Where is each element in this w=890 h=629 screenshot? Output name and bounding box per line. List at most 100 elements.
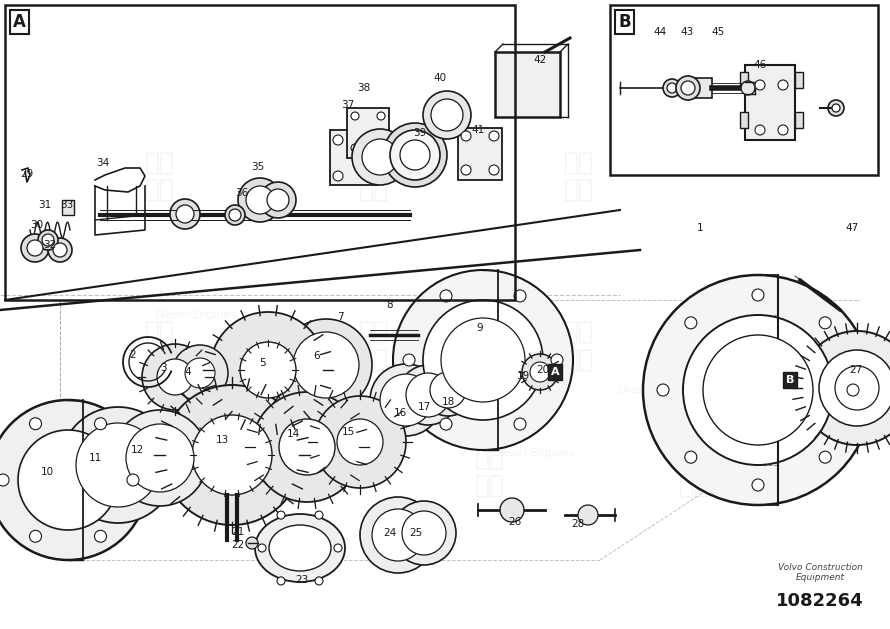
- Bar: [795, 72, 803, 88]
- Bar: [745, 65, 795, 140]
- Circle shape: [360, 497, 436, 573]
- Text: 13: 13: [215, 435, 229, 445]
- Text: 38: 38: [358, 83, 370, 93]
- Circle shape: [514, 290, 526, 302]
- Circle shape: [390, 130, 440, 180]
- Circle shape: [38, 230, 58, 250]
- Text: 39: 39: [413, 128, 426, 138]
- Circle shape: [530, 362, 550, 382]
- Circle shape: [514, 418, 526, 430]
- Text: 紫发
动力: 紫发 动力: [145, 150, 175, 202]
- Circle shape: [406, 373, 450, 417]
- Circle shape: [392, 501, 456, 565]
- Text: 2: 2: [130, 350, 136, 360]
- Text: Diesel-Engines: Diesel-Engines: [155, 309, 237, 320]
- Circle shape: [48, 238, 72, 262]
- Text: 24: 24: [384, 528, 397, 538]
- Circle shape: [352, 129, 408, 185]
- Text: Diesel-Engines: Diesel-Engines: [618, 385, 700, 395]
- Circle shape: [170, 199, 200, 229]
- Circle shape: [27, 240, 43, 256]
- Text: 23: 23: [295, 575, 309, 585]
- Circle shape: [246, 537, 258, 549]
- Circle shape: [333, 135, 343, 145]
- Text: 27: 27: [849, 365, 862, 375]
- Circle shape: [258, 544, 266, 552]
- Circle shape: [267, 189, 289, 211]
- Circle shape: [667, 83, 677, 93]
- Bar: [330, 130, 378, 185]
- Text: 紫发
动力: 紫发 动力: [563, 320, 594, 372]
- Text: 11: 11: [88, 453, 101, 463]
- Text: 41: 41: [472, 125, 485, 135]
- Circle shape: [755, 80, 765, 90]
- Circle shape: [755, 125, 765, 135]
- Text: 15: 15: [342, 427, 354, 437]
- Circle shape: [819, 451, 831, 463]
- Text: 30: 30: [30, 220, 44, 230]
- Text: 28: 28: [571, 519, 585, 529]
- Text: 29: 29: [20, 169, 34, 179]
- Circle shape: [229, 209, 241, 221]
- Circle shape: [819, 350, 890, 426]
- Bar: [740, 112, 748, 128]
- Circle shape: [752, 289, 764, 301]
- Text: 4: 4: [185, 367, 191, 377]
- Circle shape: [238, 178, 282, 222]
- Circle shape: [551, 354, 563, 366]
- Bar: [682, 78, 712, 98]
- Circle shape: [334, 544, 342, 552]
- Circle shape: [683, 315, 833, 465]
- Circle shape: [210, 312, 326, 428]
- Circle shape: [29, 530, 42, 542]
- Text: 22: 22: [231, 540, 245, 550]
- Circle shape: [157, 359, 193, 395]
- Circle shape: [657, 384, 669, 396]
- Text: 紫发
动力: 紫发 动力: [359, 150, 389, 202]
- Text: 紫发
动力: 紫发 动力: [207, 446, 238, 498]
- Circle shape: [489, 131, 499, 141]
- Text: 33: 33: [61, 200, 74, 210]
- Circle shape: [461, 165, 471, 175]
- Circle shape: [461, 131, 471, 141]
- Text: 9: 9: [477, 323, 483, 333]
- Circle shape: [398, 365, 458, 425]
- Circle shape: [21, 234, 49, 262]
- Circle shape: [676, 76, 700, 100]
- Circle shape: [337, 419, 383, 465]
- Circle shape: [684, 317, 697, 329]
- Circle shape: [76, 423, 160, 507]
- Circle shape: [192, 415, 272, 495]
- Bar: [62, 200, 74, 215]
- Circle shape: [402, 511, 446, 555]
- Circle shape: [240, 342, 296, 398]
- Text: 36: 36: [235, 188, 248, 198]
- Circle shape: [29, 418, 42, 430]
- Circle shape: [393, 270, 573, 450]
- Text: 紫发
动力: 紫发 动力: [679, 446, 709, 498]
- Text: Diesel-Engines: Diesel-Engines: [271, 448, 352, 458]
- Circle shape: [828, 100, 844, 116]
- Bar: [495, 52, 560, 117]
- Circle shape: [185, 358, 215, 388]
- Circle shape: [42, 234, 54, 246]
- Text: 45: 45: [711, 27, 724, 37]
- Text: 42: 42: [533, 55, 546, 65]
- Text: Volvo Construction
Equipment: Volvo Construction Equipment: [778, 562, 862, 582]
- Circle shape: [847, 384, 859, 396]
- Circle shape: [172, 345, 228, 401]
- Circle shape: [377, 112, 385, 120]
- Circle shape: [60, 407, 176, 523]
- Circle shape: [112, 410, 208, 506]
- Ellipse shape: [255, 514, 345, 582]
- Circle shape: [94, 530, 107, 542]
- Text: 35: 35: [251, 162, 264, 172]
- Text: 44: 44: [653, 27, 667, 37]
- Circle shape: [819, 317, 831, 329]
- Circle shape: [380, 374, 432, 426]
- Text: 18: 18: [441, 397, 455, 407]
- Text: 10: 10: [40, 467, 53, 477]
- Circle shape: [94, 418, 107, 430]
- Circle shape: [489, 165, 499, 175]
- Bar: [347, 108, 389, 158]
